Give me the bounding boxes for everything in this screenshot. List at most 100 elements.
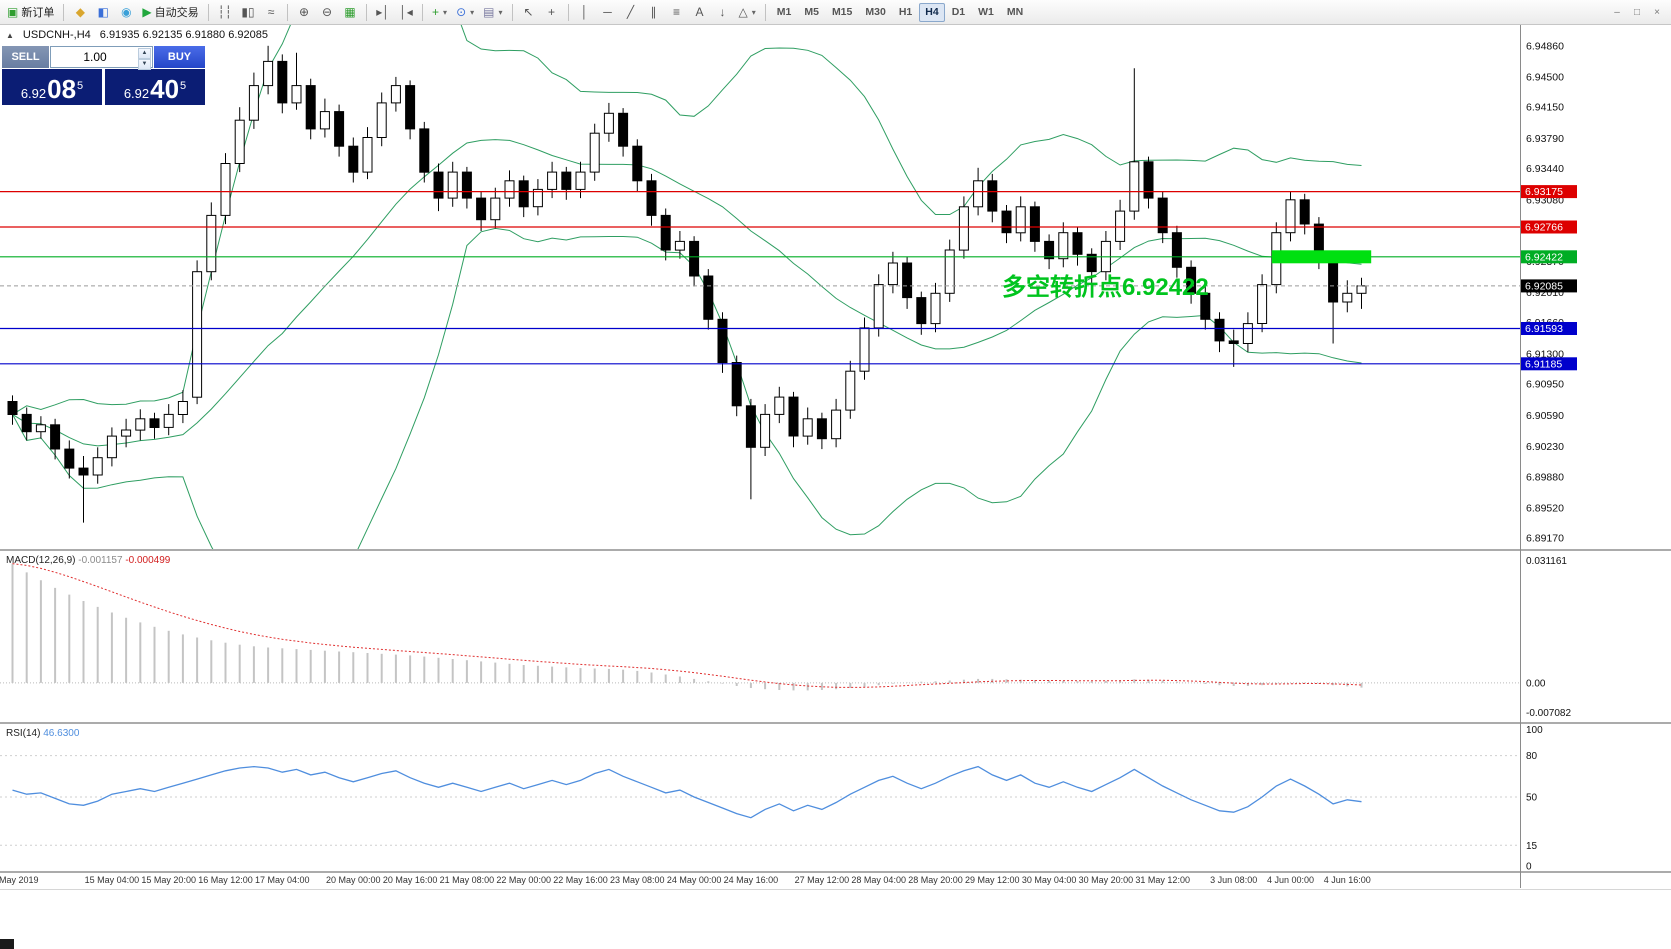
auto-trading-label: 自动交易 [154, 7, 199, 19]
time-label: 4 Jun 00:00 [1266, 875, 1315, 885]
timeframe-m15[interactable]: M15 [831, 6, 853, 18]
toolbar-separator [366, 3, 368, 21]
toolbar-separator [567, 3, 569, 21]
price-chart-panel: 多空转折点6.92422 6.94860 6.94500 6.94150 6.93790… [0, 25, 1577, 549]
timeframe-h1[interactable]: H1 [898, 6, 913, 18]
vertical-line-button[interactable]: │ [574, 2, 596, 23]
sell-button[interactable]: SELL [2, 46, 49, 68]
rsi-level-lines [0, 755, 1520, 846]
bollinger-bands [12, 25, 1362, 549]
svg-text:6.90590: 6.90590 [1526, 410, 1564, 422]
fibonacci-retracement-button[interactable]: ≡ [666, 2, 688, 23]
chart-shift-button[interactable]: │◂ [395, 2, 417, 23]
cursor-button[interactable]: ↖ [518, 2, 540, 23]
templates-button[interactable]: ▤ ▾ [479, 2, 506, 23]
macd-panel-splitter[interactable] [0, 549, 1671, 551]
volume-up-button[interactable]: ▲ [138, 48, 151, 59]
sell-price-pip: 5 [77, 80, 84, 92]
time-label: 14 May 2019 [0, 875, 39, 885]
periods-caret-icon: ▾ [470, 7, 475, 17]
charts-cycle-button[interactable]: ◧ [92, 2, 114, 23]
volume-input[interactable] [51, 47, 152, 67]
window-close-button[interactable]: × [1654, 6, 1660, 18]
rsi-axis-labels: 100 80 50 15 0 [1526, 725, 1543, 871]
line-chart-mode-button[interactable]: ≈ [260, 2, 282, 23]
svg-text:50: 50 [1526, 793, 1538, 804]
annotation-text[interactable]: 多空转折点6.92422 [1002, 273, 1209, 301]
svg-text:0.031161: 0.031161 [1526, 556, 1567, 567]
toolbar-separator [511, 3, 513, 21]
window-restore-button[interactable]: □ [1633, 6, 1641, 18]
bar-chart-mode-icon: ┆┆ [217, 5, 233, 19]
timeframe-w1[interactable]: W1 [978, 6, 994, 18]
macd-signal-line [12, 563, 1362, 688]
timeframe-m30[interactable]: M30 [865, 6, 886, 18]
buy-price-display[interactable]: 6.92 40 5 [105, 69, 205, 105]
svg-text:6.92422: 6.92422 [1525, 251, 1563, 263]
equidistant-channel-button[interactable]: ∥ [643, 2, 665, 23]
one-click-collapse-icon[interactable]: ▲ [6, 30, 14, 40]
time-axis-splitter [0, 871, 1671, 873]
timeframe-m1[interactable]: M1 [776, 6, 792, 18]
periods-button[interactable]: ⊙ ▾ [452, 2, 478, 23]
arrow-objects-icon: ↓ [719, 5, 726, 19]
chart-shift-icon: │◂ [399, 5, 413, 19]
rsi-name: RSI(14) [6, 728, 41, 739]
shapes-button[interactable]: △ ▾ [735, 2, 760, 23]
buy-price-main: 40 [150, 73, 180, 104]
text-label-button[interactable]: A [689, 2, 711, 23]
arrow-objects-button[interactable]: ↓ [712, 2, 734, 23]
timeframe-h4[interactable]: H4 [919, 2, 945, 22]
window-minimize-button[interactable]: – [1614, 6, 1620, 18]
volume-spinner: ▲ ▼ [138, 48, 151, 70]
strategy-tester-button[interactable]: ◉ [115, 2, 137, 23]
time-label: 28 May 20:00 [908, 875, 963, 885]
time-label: 29 May 12:00 [965, 875, 1020, 885]
macd-axis-labels: 0.031161 0.00 -0.007082 [1526, 556, 1571, 719]
candlestick-mode-button[interactable]: ▮▯ [237, 2, 259, 23]
time-label: 23 May 08:00 [610, 875, 665, 885]
new-order-button[interactable]: ▣ 新订单 [3, 2, 58, 23]
strategy-tester-icon: ◉ [121, 5, 132, 19]
svg-text:6.89520: 6.89520 [1526, 502, 1564, 514]
svg-text:6.91593: 6.91593 [1525, 323, 1563, 335]
buy-button[interactable]: BUY [154, 46, 205, 68]
timeframe-m5[interactable]: M5 [804, 6, 819, 18]
zoom-in-button[interactable]: ⊕ [293, 2, 315, 23]
timeframe-mn[interactable]: MN [1006, 6, 1024, 18]
zoom-out-button[interactable]: ⊖ [316, 2, 338, 23]
trendline-icon: ╱ [626, 5, 635, 19]
periods-icon: ⊙ [456, 5, 467, 19]
volume-down-button[interactable]: ▼ [138, 59, 151, 70]
svg-text:6.90230: 6.90230 [1526, 441, 1564, 453]
rsi-indicator-panel: 100 80 50 15 0 [0, 725, 1543, 871]
svg-text:0: 0 [1526, 862, 1532, 872]
indicators-button[interactable]: + ▾ [428, 2, 451, 23]
trendline-button[interactable]: ╱ [620, 2, 642, 23]
timeframe-d1[interactable]: D1 [951, 6, 966, 18]
rsi-value: 46.6300 [43, 728, 80, 739]
macd-label: MACD(12,26,9) -0.001157 -0.000499 [6, 555, 170, 566]
auto-trading-button[interactable]: ▶ 自动交易 [138, 2, 202, 23]
crosshair-button[interactable]: + [541, 2, 563, 23]
new-order-icon: ▣ [7, 5, 19, 19]
highlight-trend-segment[interactable] [1271, 250, 1372, 264]
tile-windows-button[interactable]: ▦ [339, 2, 361, 23]
candlestick-mode-icon: ▮▯ [241, 5, 255, 19]
auto-scroll-button[interactable]: ▸│ [372, 2, 394, 23]
price-axis-labels: 6.948606.945006.941506.937906.934406.930… [1526, 40, 1564, 544]
sell-price-display[interactable]: 6.92 08 5 [2, 69, 102, 105]
macd-indicator-panel: 0.031161 0.00 -0.007082 [0, 556, 1571, 719]
horizontal-line-button[interactable]: ─ [597, 2, 619, 23]
buy-price-prefix: 6.92 [123, 86, 150, 101]
time-label: 15 May 20:00 [141, 875, 196, 885]
bar-chart-mode-button[interactable]: ┆┆ [214, 2, 236, 23]
charts-cycle-icon: ◧ [97, 5, 110, 19]
rsi-panel-splitter[interactable] [0, 722, 1671, 724]
svg-text:15: 15 [1526, 841, 1538, 852]
profiles-button[interactable]: ◆ [69, 2, 91, 23]
one-click-trading-panel: SELL ▲ ▼ BUY 6.92 08 5 6.92 40 5 [2, 46, 205, 105]
time-label: 4 Jun 16:00 [1323, 875, 1371, 885]
